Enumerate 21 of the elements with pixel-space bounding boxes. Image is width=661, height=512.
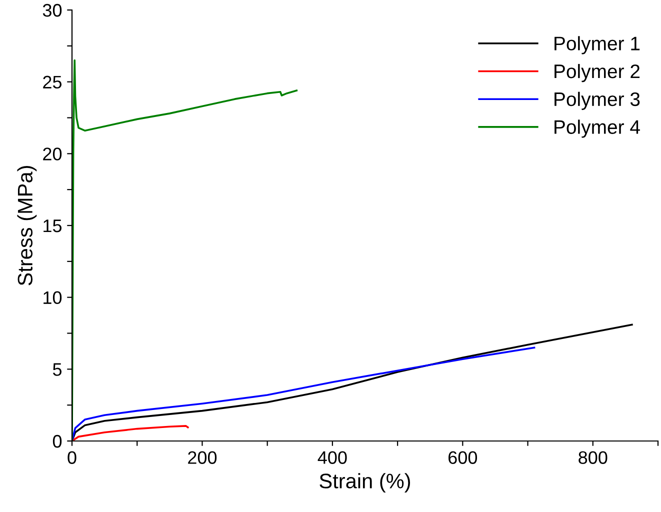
y-tick-label: 25 [43, 76, 62, 89]
y-tick-label: 10 [44, 291, 62, 304]
x-axis-title: Strain (%) [320, 473, 410, 493]
legend-label: Polymer 1 [554, 36, 640, 54]
y-tick-label: 30 [42, 4, 62, 17]
legend-label: Polymer 2 [554, 64, 640, 82]
x-tick-label: 400 [318, 451, 347, 464]
x-tick-label: 800 [578, 451, 608, 464]
x-tick-label: 600 [448, 451, 478, 464]
line-series [72, 425, 189, 441]
legend-label: Polymer 4 [554, 120, 640, 138]
line-series [72, 59, 298, 441]
x-tick-label: 0 [68, 451, 76, 464]
y-tick-label: 0 [52, 434, 62, 448]
line-series [72, 346, 536, 441]
legend-label: Polymer 3 [554, 92, 640, 110]
x-tick-label: 200 [188, 451, 217, 464]
y-tick-label: 15 [44, 220, 62, 232]
y-tick-label: 20 [43, 148, 62, 160]
y-axis-title: Stress (MPa) [17, 166, 37, 286]
y-tick-label: 5 [52, 363, 62, 376]
